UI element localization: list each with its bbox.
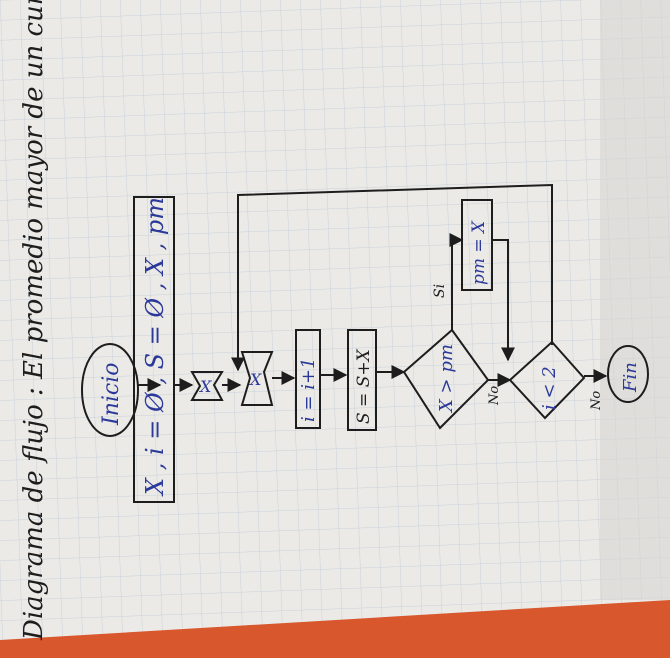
read-x2-node: X xyxy=(240,351,274,406)
diagram-title: Diagrama de flujo : El promedio mayor de… xyxy=(19,0,49,641)
si-branch-line xyxy=(449,233,464,330)
no-label-2: No xyxy=(589,391,604,411)
read-x-label: X xyxy=(198,377,212,396)
sum-box: S = S+X xyxy=(347,329,377,431)
sum-label: S = S+X xyxy=(354,348,374,424)
assign-label: pm = X xyxy=(469,220,489,285)
read-x-node: X xyxy=(190,371,224,401)
assign-box: pm = X xyxy=(461,199,493,291)
increment-label: i = i+1 xyxy=(298,357,319,422)
start-label: Inicio xyxy=(99,363,124,427)
page-edge-shadow xyxy=(600,0,670,600)
end-terminal: Fin xyxy=(607,345,649,403)
no-label-1: No xyxy=(487,386,502,406)
increment-box: i = i+1 xyxy=(295,329,321,429)
start-terminal: Inicio xyxy=(81,343,139,437)
loop-check-label: i < 2 xyxy=(539,366,560,410)
declare-box: X , i = Ø , S = Ø , X , pm xyxy=(133,196,175,503)
declare-label: X , i = Ø , S = Ø , X , pm xyxy=(141,197,169,497)
decision-label: X > pm xyxy=(436,344,457,414)
assign-to-check-line xyxy=(492,239,515,362)
end-label: Fin xyxy=(620,362,641,393)
loop-back-line xyxy=(231,183,553,372)
si-label: Si xyxy=(432,284,448,298)
page-edge-orange xyxy=(0,600,670,658)
read-x2-label: X xyxy=(248,370,262,389)
loop-check-diamond: i < 2 xyxy=(508,340,586,420)
